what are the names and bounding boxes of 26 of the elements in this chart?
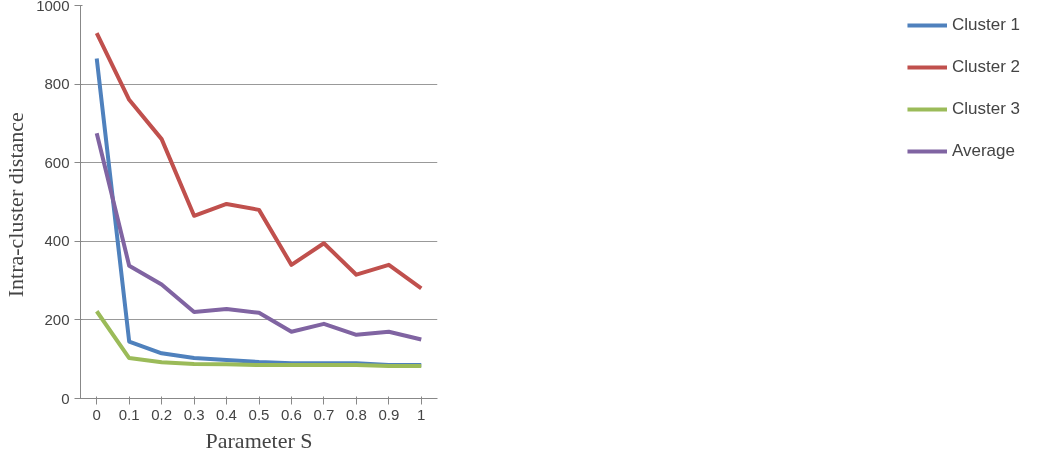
x-axis-title: Parameter S [205,427,313,453]
x-tick-label: 0.1 [118,405,140,423]
x-tick-label: 0.7 [313,405,335,423]
x-tick-label: 1 [417,405,426,423]
y-tick-label: 800 [44,75,70,93]
legend-label: Cluster 1 [951,15,1020,35]
y-tick-label: 0 [61,389,70,407]
y-tick-label: 1000 [36,0,70,14]
y-tick-label: 400 [44,232,70,250]
legend-label: Cluster 3 [951,99,1020,119]
y-tick-label: 600 [44,153,70,171]
line-series [94,309,424,368]
x-tick-label: 0.3 [183,405,205,423]
x-tick-label: 0.6 [281,405,302,423]
y-axis-title: Intra-cluster distance [3,112,29,298]
legend-label: Cluster 2 [951,57,1020,77]
x-tick-label: 0.8 [345,405,367,423]
legend-label: Average [951,141,1015,161]
line-series [94,131,424,342]
x-tick-label: 0.9 [378,405,400,423]
x-tick-label: 0 [92,405,101,423]
x-tick-label: 0.2 [151,405,173,423]
line-series [94,31,424,291]
x-tick-label: 0.5 [248,405,270,423]
x-tick-label: 0.4 [216,405,237,423]
y-tick-label: 200 [44,310,70,328]
